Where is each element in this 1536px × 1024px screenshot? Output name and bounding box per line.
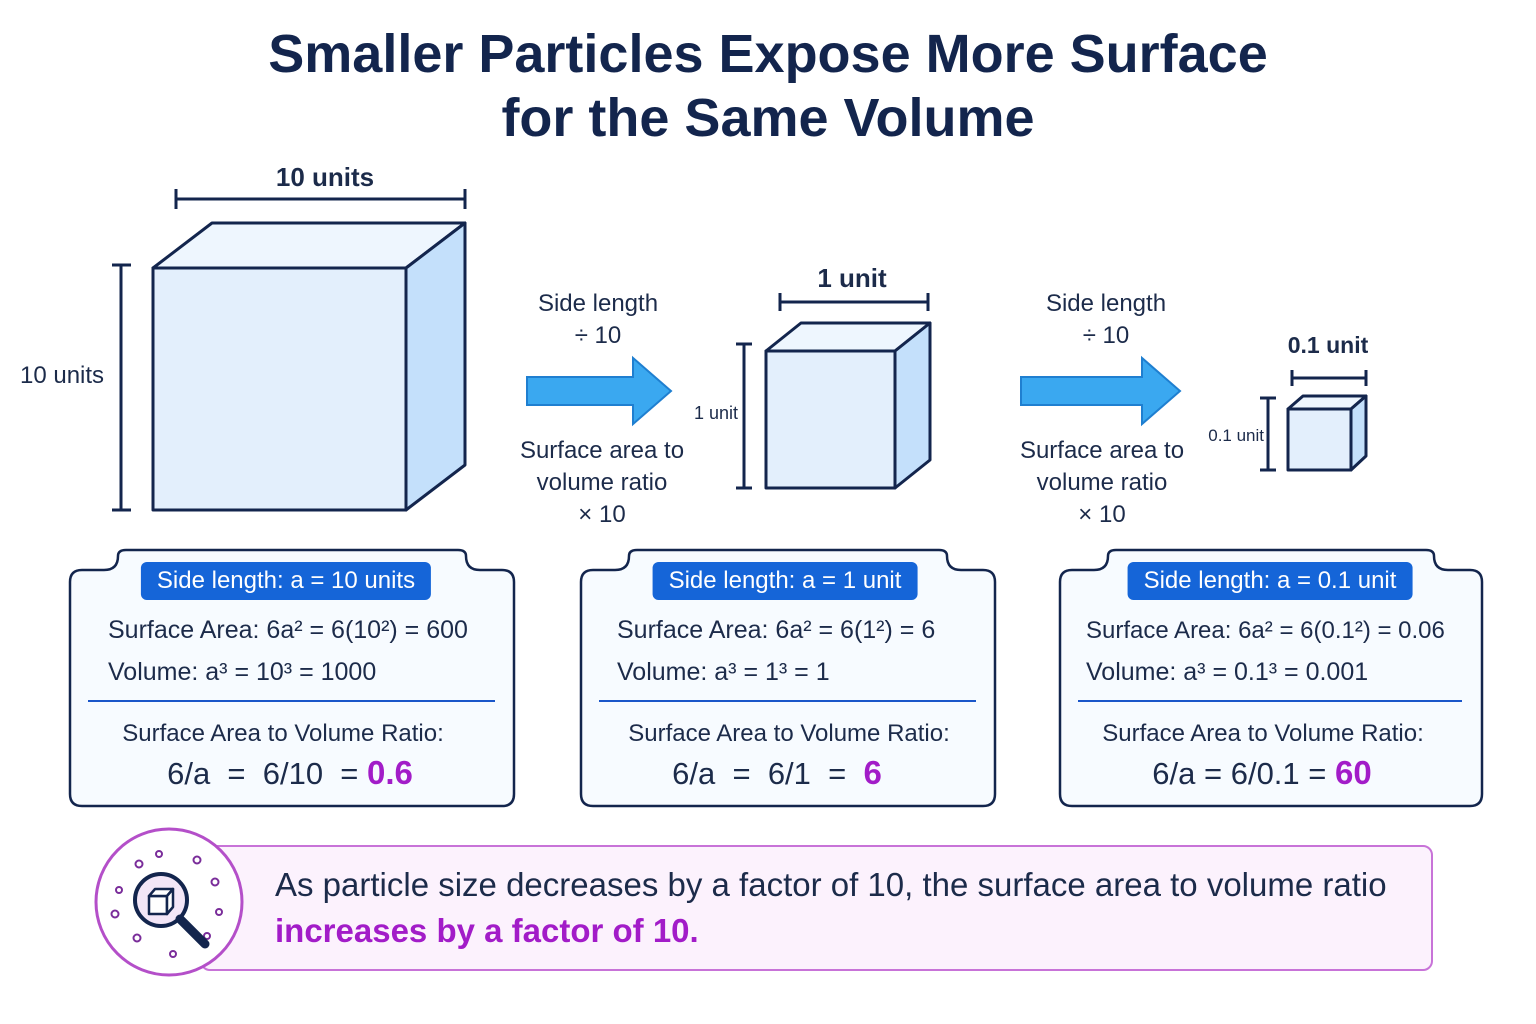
summary-text-plain: As particle size decreases by a factor o… [275,866,1387,903]
summary-text-highlight: increases by a factor of 10. [275,912,699,949]
ratio-equation-text: 6/a = 6/0.1 = [1152,756,1335,791]
surface-area-row: Surface Area: 6a² = 6(10²) = 600 [108,616,468,644]
arrow-2-side-length-text: Side length ÷ 10 [1046,288,1166,352]
large-cube-width-dimension [174,189,467,209]
page-title-line-1: Smaller Particles Expose More Surface [268,24,1268,84]
volume-row: Volume: a³ = 1³ = 1 [617,658,830,686]
summary-box [200,845,1433,971]
arrow-2-line-2: ÷ 10 [1082,322,1130,349]
right-arrow-1 [526,355,673,427]
ratio-label: Surface Area to Volume Ratio: [1102,720,1424,747]
small-cube-front-face [1286,407,1353,472]
side-length-pill: Side length: a = 10 units [140,562,432,600]
ratio-value: 6 [863,754,882,791]
ratio-equation: 6/a = 6/0.1 = 60 [1152,754,1371,792]
ratio-equation: 6/a = 6/10 = 0.6 [167,754,413,792]
small-cube [1286,394,1368,472]
arrow-1-line-1: Side length [537,290,659,317]
page-title-line-2: for the Same Volume [501,88,1035,148]
card-divider [88,700,495,702]
medium-cube-top-label: 1 unit [817,263,887,293]
medium-cube [764,321,932,490]
card-frame [68,548,516,808]
side-length-pill: Side length: a = 0.1 unit [1127,562,1413,600]
arrow-2-line-4: volume ratio [1036,469,1168,496]
arrow-2-line-3: Surface area to [1019,437,1185,464]
arrow-2-line-5: × 10 [1078,501,1126,528]
arrow-1-ratio-text: Surface area to volume ratio × 10 [520,435,684,531]
card-medium-cube: Side length: a = 1 unit Surface Area: 6a… [579,548,997,808]
arrow-2-ratio-text: Surface area to volume ratio × 10 [1020,435,1184,531]
surface-area-row: Surface Area: 6a² = 6(0.1²) = 0.06 [1086,617,1445,644]
small-cube-side-label: 0.1 unit [1208,426,1264,445]
medium-cube-side-label: 1 unit [693,403,738,423]
surface-area-row: Surface Area: 6a² = 6(1²) = 6 [617,616,936,644]
small-cube-height-dimension [1260,396,1276,472]
small-cube-top-label: 0.1 unit [1287,332,1369,358]
magnifier-cube-icon [94,827,244,977]
card-small-cube: Side length: a = 0.1 unit Surface Area: … [1058,548,1484,808]
large-cube-top-label: 10 units [275,162,375,192]
large-cube-height-dimension [112,263,131,512]
card-frame [579,548,997,808]
medium-cube-height-dimension [736,342,752,490]
small-cube-side-face [1349,394,1368,472]
medium-cube-front-face [764,349,897,490]
medium-cube-width-dimension [778,293,930,311]
ratio-value: 60 [1334,754,1372,791]
arrow-1-line-4: volume ratio [536,469,668,496]
arrow-2-line-1: Side length [1045,290,1167,317]
summary-text: As particle size decreases by a factor o… [275,862,1415,954]
right-arrow-2 [1020,355,1182,427]
card-large-cube: Side length: a = 10 units Surface Area: … [68,548,516,808]
large-cube [151,221,467,512]
ratio-equation-text: 6/a = 6/10 = [167,756,368,791]
arrow-1-line-3: Surface area to [519,437,685,464]
volume-row: Volume: a³ = 0.1³ = 0.001 [1086,658,1369,686]
arrow-1-side-length-text: Side length ÷ 10 [538,288,658,352]
volume-row: Volume: a³ = 10³ = 1000 [108,658,377,686]
side-length-pill: Side length: a = 1 unit [652,562,918,600]
ratio-label: Surface Area to Volume Ratio: [628,720,950,747]
large-cube-side-face [404,221,467,512]
ratio-equation: 6/a = 6/1 = 6 [672,754,882,792]
ratio-value: 0.6 [367,754,413,791]
arrow-1-line-2: ÷ 10 [574,322,622,349]
card-divider [1078,700,1462,702]
arrow-1-line-5: × 10 [578,501,626,528]
card-divider [599,700,976,702]
medium-cube-side-face [893,321,932,490]
small-cube-width-dimension [1290,370,1368,386]
large-cube-front-face [151,266,408,512]
ratio-equation-text: 6/a = 6/1 = [672,756,864,791]
ratio-label: Surface Area to Volume Ratio: [122,720,444,747]
large-cube-side-label: 10 units [20,362,105,389]
card-frame [1058,548,1484,808]
